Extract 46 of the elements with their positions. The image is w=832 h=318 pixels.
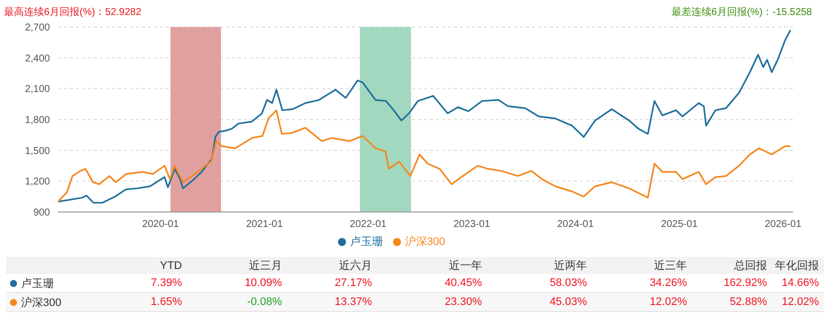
x-tick-label: 2023-01	[453, 219, 491, 230]
text: 近一年	[448, 259, 483, 273]
line-series	[58, 109, 792, 203]
x-tick-label: 2021-01	[246, 219, 284, 230]
x-tick-label: 2022-01	[350, 219, 387, 230]
text: 14.66%	[780, 277, 820, 289]
text: 162.92%	[722, 277, 768, 289]
text: 23.30%	[444, 296, 483, 308]
y-tick-label: 2,100	[24, 84, 50, 96]
y-tick-label: 1,500	[24, 146, 50, 157]
text: 最差连续6月回报(%)：-15.5258	[671, 6, 812, 19]
legend-label: 沪深300	[404, 236, 446, 248]
text: 52.88%	[728, 296, 768, 308]
x-tick-label: 2026-01	[764, 219, 802, 230]
text: 10.09%	[244, 277, 283, 289]
legend-label: 卢玉珊	[350, 236, 383, 248]
y-tick-label: 900	[33, 208, 50, 219]
text: 40.45%	[444, 277, 483, 289]
text: 近三月	[248, 259, 283, 273]
text: 12.02%	[648, 296, 688, 308]
text: 12.02%	[780, 296, 820, 308]
text: 近三年	[653, 259, 688, 273]
text: 45.03%	[548, 296, 588, 308]
text: 年化回报	[774, 259, 820, 273]
text: 近两年	[553, 259, 588, 273]
text: 58.03%	[548, 277, 588, 289]
y-tick-label: 1,800	[24, 115, 50, 126]
y-tick-label: 2,700	[24, 22, 50, 34]
text: 最高连续6月回报(%)：52.9282	[4, 6, 142, 19]
text: 近六月	[338, 258, 373, 273]
text: -0.08%	[246, 296, 283, 308]
line-series	[58, 29, 792, 204]
text: 13.37%	[334, 296, 373, 308]
text: 1.65%	[150, 296, 183, 308]
x-tick-label: 2025-01	[661, 219, 698, 230]
x-tick-label: 2024-01	[557, 219, 594, 230]
text: YTD	[159, 260, 183, 272]
text: 34.26%	[648, 277, 688, 289]
text: 27.17%	[334, 277, 373, 289]
text: 总回报	[733, 259, 768, 273]
x-tick-label: 2020-01	[142, 219, 180, 230]
y-tick-label: 2,400	[24, 53, 50, 64]
text: 卢玉珊	[21, 278, 54, 290]
text: 沪深300	[21, 296, 62, 308]
y-tick-label: 1,200	[24, 176, 50, 188]
text: 7.39%	[150, 277, 183, 289]
